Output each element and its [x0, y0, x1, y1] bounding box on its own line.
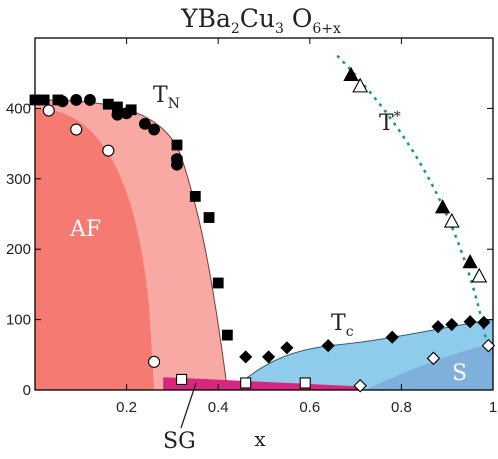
- filled-circle-marker: [56, 95, 69, 108]
- filled-circle-marker: [139, 117, 151, 130]
- filled-triangle-marker: [462, 254, 478, 269]
- filled-square-marker: [171, 139, 183, 151]
- tstar-label: T*: [379, 109, 401, 136]
- filled-square-marker: [38, 94, 50, 106]
- filled-circle-marker: [84, 94, 96, 106]
- x-tick-label: 0.2: [116, 399, 137, 416]
- filled-diamond-marker: [431, 320, 445, 334]
- tstar-line: [336, 54, 490, 352]
- open-square-marker: [299, 377, 311, 389]
- x-tick-label: 0.6: [299, 399, 320, 416]
- chart-title: YBa2Cu3 O6+x: [180, 4, 341, 37]
- open-circle-marker: [42, 104, 55, 117]
- open-square-marker: [176, 373, 188, 385]
- x-axis-label: x: [254, 427, 266, 451]
- x-tick-label: 0.8: [391, 399, 412, 416]
- af-label: AF: [69, 217, 101, 242]
- tn-label: TN: [153, 83, 180, 112]
- filled-circle-marker: [171, 158, 183, 171]
- open-circle-marker: [102, 144, 115, 157]
- y-tick-label: 400: [6, 100, 31, 117]
- s-region: [364, 343, 493, 390]
- y-tick-label: 200: [6, 241, 31, 258]
- filled-circle-marker: [148, 123, 160, 136]
- open-diamond-marker: [481, 338, 496, 353]
- y-tick-label: 0: [23, 382, 31, 399]
- sg-region: [163, 377, 361, 390]
- filled-square-marker: [102, 98, 114, 110]
- filled-diamond-marker: [262, 350, 276, 364]
- filled-square-marker: [189, 190, 201, 202]
- filled-square-marker: [212, 277, 224, 289]
- filled-triangle-marker: [434, 199, 451, 214]
- sg-label: SG: [163, 429, 196, 454]
- x-tick-label: 1: [489, 399, 497, 416]
- open-triangle-marker: [443, 212, 460, 228]
- filled-square-marker: [29, 94, 41, 106]
- filled-circle-marker: [120, 107, 133, 120]
- open-triangle-marker: [352, 77, 369, 93]
- filled-diamond-marker: [385, 330, 399, 344]
- filled-square-marker: [203, 212, 215, 223]
- filled-diamond-marker: [239, 350, 253, 364]
- data-markers: [29, 66, 496, 393]
- open-diamond-marker: [426, 351, 441, 366]
- af-region: [35, 108, 155, 391]
- x-tick-label: 0.4: [208, 399, 229, 416]
- filled-diamond-marker: [445, 317, 459, 332]
- filled-diamond-marker: [321, 339, 335, 353]
- open-circle-marker: [148, 355, 161, 368]
- y-tick-label: 100: [6, 312, 31, 329]
- tc-label: Tc: [331, 311, 354, 340]
- filled-circle-marker: [70, 94, 83, 106]
- open-diamond-marker: [353, 378, 367, 393]
- s-label: S: [452, 361, 467, 386]
- filled-diamond-marker: [280, 341, 294, 355]
- plot-frame: [34, 37, 494, 391]
- filled-diamond-marker: [463, 315, 477, 329]
- sg-pointer: [180, 382, 197, 429]
- open-circle-marker: [70, 123, 83, 136]
- filled-triangle-marker: [343, 66, 359, 82]
- open-square-marker: [240, 377, 252, 389]
- axis-ticks: 0.2 0.4 0.6 0.8 1 0 100 200 300 400: [6, 38, 497, 416]
- open-triangle-marker: [471, 267, 488, 283]
- filled-diamond-marker: [477, 315, 491, 329]
- filled-square-marker: [221, 329, 233, 341]
- y-tick-label: 300: [6, 171, 31, 188]
